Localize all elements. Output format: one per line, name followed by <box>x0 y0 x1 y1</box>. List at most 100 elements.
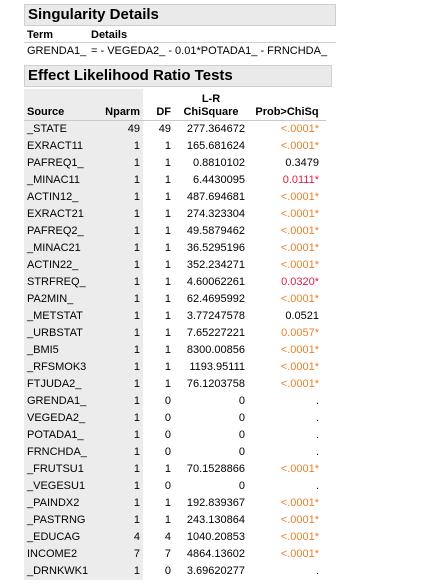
cell-df: 1 <box>164 276 171 288</box>
cell-source: _METSTAT <box>24 308 92 325</box>
col-details-header: Details <box>91 29 128 41</box>
table-row: _BMI5 1 1 8300.00856 <.0001* <box>24 342 326 359</box>
cell-prob: <.0001* <box>280 497 319 509</box>
cell-nparm: 1 <box>92 393 143 410</box>
table-row: PAFREQ2_ 1 1 49.5879462 <.0001* <box>24 223 326 240</box>
cell-df: 1 <box>164 514 171 526</box>
cell-chisquare: 243.130864 <box>186 514 245 526</box>
cell-source: _VEGESU1 <box>24 478 92 495</box>
cell-nparm: 1 <box>92 291 143 308</box>
cell-source: _PASTRNG <box>24 512 92 529</box>
table-row: FTJUDA2_ 1 1 76.1203758 <.0001* <box>24 376 326 393</box>
cell-prob: <.0001* <box>280 344 319 356</box>
table-row: _RFSMOK3 1 1 1193.95111 <.0001* <box>24 359 326 376</box>
cell-chisquare: 3.69620277 <box>186 565 245 577</box>
col-source-header: Source <box>24 89 92 121</box>
elr-header-row: Source Nparm DF L-R ChiSquare Prob>ChiSq <box>24 89 326 121</box>
cell-df: 1 <box>164 497 171 509</box>
cell-nparm: 1 <box>92 274 143 291</box>
cell-nparm: 4 <box>92 529 143 546</box>
table-row: PA2MIN_ 1 1 62.4695992 <.0001* <box>24 291 326 308</box>
cell-chisquare: 487.694681 <box>186 191 245 203</box>
cell-chisquare: 4.60062261 <box>186 276 245 288</box>
table-row: INCOME2 7 7 4864.13602 <.0001* <box>24 546 326 563</box>
col-chisquare-label: ChiSquare <box>183 106 239 118</box>
cell-nparm: 1 <box>92 512 143 529</box>
col-term-header: Term <box>27 29 54 41</box>
cell-df: 1 <box>164 259 171 271</box>
cell-nparm: 1 <box>92 495 143 512</box>
cell-chisquare: 8300.00856 <box>186 344 245 356</box>
cell-chisquare: 0 <box>238 429 245 441</box>
cell-source: FTJUDA2_ <box>24 376 92 393</box>
cell-df: 4 <box>164 531 171 543</box>
elr-title: Effect Likelihood Ratio Tests <box>28 67 233 84</box>
cell-source: PAFREQ2_ <box>24 223 92 240</box>
cell-nparm: 1 <box>92 172 143 189</box>
cell-nparm: 1 <box>92 478 143 495</box>
cell-df: 1 <box>164 310 171 322</box>
singularity-details-header[interactable]: Singularity Details <box>24 4 336 26</box>
cell-source: EXRACT21 <box>24 206 92 223</box>
cell-df: 0 <box>164 446 171 458</box>
cell-prob: <.0001* <box>280 514 319 526</box>
cell-df: 0 <box>164 395 171 407</box>
cell-source: _FRUTSU1 <box>24 461 92 478</box>
cell-prob: <.0001* <box>280 123 319 135</box>
cell-source: FRNCHDA_ <box>24 444 92 461</box>
table-row: EXRACT11 1 1 165.681624 <.0001* <box>24 138 326 155</box>
cell-source: _STATE <box>24 120 92 138</box>
cell-nparm: 49 <box>92 120 143 138</box>
cell-nparm: 1 <box>92 206 143 223</box>
cell-df: 1 <box>164 174 171 186</box>
cell-prob: <.0001* <box>280 208 319 220</box>
table-row: _URBSTAT 1 1 7.65227221 0.0057* <box>24 325 326 342</box>
cell-nparm: 1 <box>92 189 143 206</box>
table-row: _STATE 49 49 277.364672 <.0001* <box>24 120 326 138</box>
cell-source: _RFSMOK3 <box>24 359 92 376</box>
cell-nparm: 1 <box>92 155 143 172</box>
cell-chisquare: 4864.13602 <box>186 548 245 560</box>
cell-chisquare: 0 <box>238 395 245 407</box>
table-row: _PASTRNG 1 1 243.130864 <.0001* <box>24 512 326 529</box>
cell-df: 0 <box>164 565 171 577</box>
cell-prob: <.0001* <box>280 378 319 390</box>
cell-nparm: 1 <box>92 461 143 478</box>
cell-source: INCOME2 <box>24 546 92 563</box>
singularity-divider <box>24 42 336 43</box>
effect-likelihood-ratio-tests-header[interactable]: Effect Likelihood Ratio Tests <box>24 65 332 87</box>
cell-df: 1 <box>164 463 171 475</box>
table-row: GRENDA1_ 1 0 0. <box>24 393 326 410</box>
cell-source: _URBSTAT <box>24 325 92 342</box>
col-chisquare-header: L-R ChiSquare <box>174 89 248 121</box>
cell-prob: <.0001* <box>280 259 319 271</box>
cell-nparm: 1 <box>92 376 143 393</box>
cell-chisquare: 352.234271 <box>186 259 245 271</box>
elr-table-body: _STATE 49 49 277.364672 <.0001* EXRACT11 1 1 165… <box>24 120 326 580</box>
cell-df: 0 <box>164 480 171 492</box>
table-row: POTADA1_ 1 0 0. <box>24 427 326 444</box>
cell-source: STRFREQ_ <box>24 274 92 291</box>
cell-prob: <.0001* <box>280 463 319 475</box>
cell-df: 1 <box>164 208 171 220</box>
cell-source: _MINAC11 <box>24 172 92 189</box>
cell-prob: . <box>315 446 319 458</box>
cell-prob: <.0001* <box>280 548 319 560</box>
cell-source: POTADA1_ <box>24 427 92 444</box>
cell-prob: 0.0111* <box>282 174 319 186</box>
cell-df: 1 <box>164 344 171 356</box>
elr-table: Source Nparm DF L-R ChiSquare Prob>ChiSq… <box>24 89 326 580</box>
cell-df: 1 <box>164 293 171 305</box>
cell-source: _EDUCAG <box>24 529 92 546</box>
cell-source: VEGEDA2_ <box>24 410 92 427</box>
cell-prob: <.0001* <box>280 361 319 373</box>
cell-source: EXRACT11 <box>24 138 92 155</box>
cell-df: 1 <box>164 327 171 339</box>
cell-prob: . <box>315 565 319 577</box>
col-nparm-header: Nparm <box>92 89 143 121</box>
cell-nparm: 1 <box>92 563 143 580</box>
cell-nparm: 1 <box>92 444 143 461</box>
cell-prob: . <box>315 480 319 492</box>
cell-source: _DRNKWK1 <box>24 563 92 580</box>
cell-df: 1 <box>164 225 171 237</box>
